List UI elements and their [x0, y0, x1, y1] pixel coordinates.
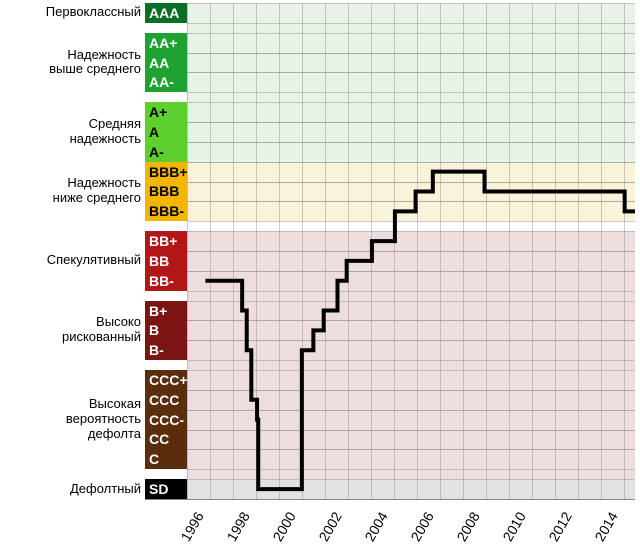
rating-history-chart: AAAAA+AAAA-A+AA-BBB+BBBBBB-BB+BBBB-B+BB-…	[0, 0, 640, 557]
rating-series-line	[0, 0, 640, 557]
